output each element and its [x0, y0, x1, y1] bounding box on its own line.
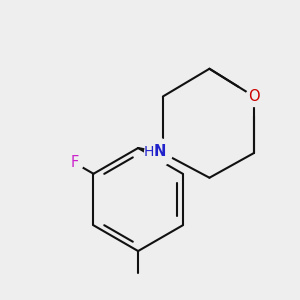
Text: N: N	[154, 145, 166, 160]
Text: F: F	[70, 155, 79, 170]
Text: O: O	[248, 89, 260, 104]
Text: H: H	[144, 145, 154, 159]
